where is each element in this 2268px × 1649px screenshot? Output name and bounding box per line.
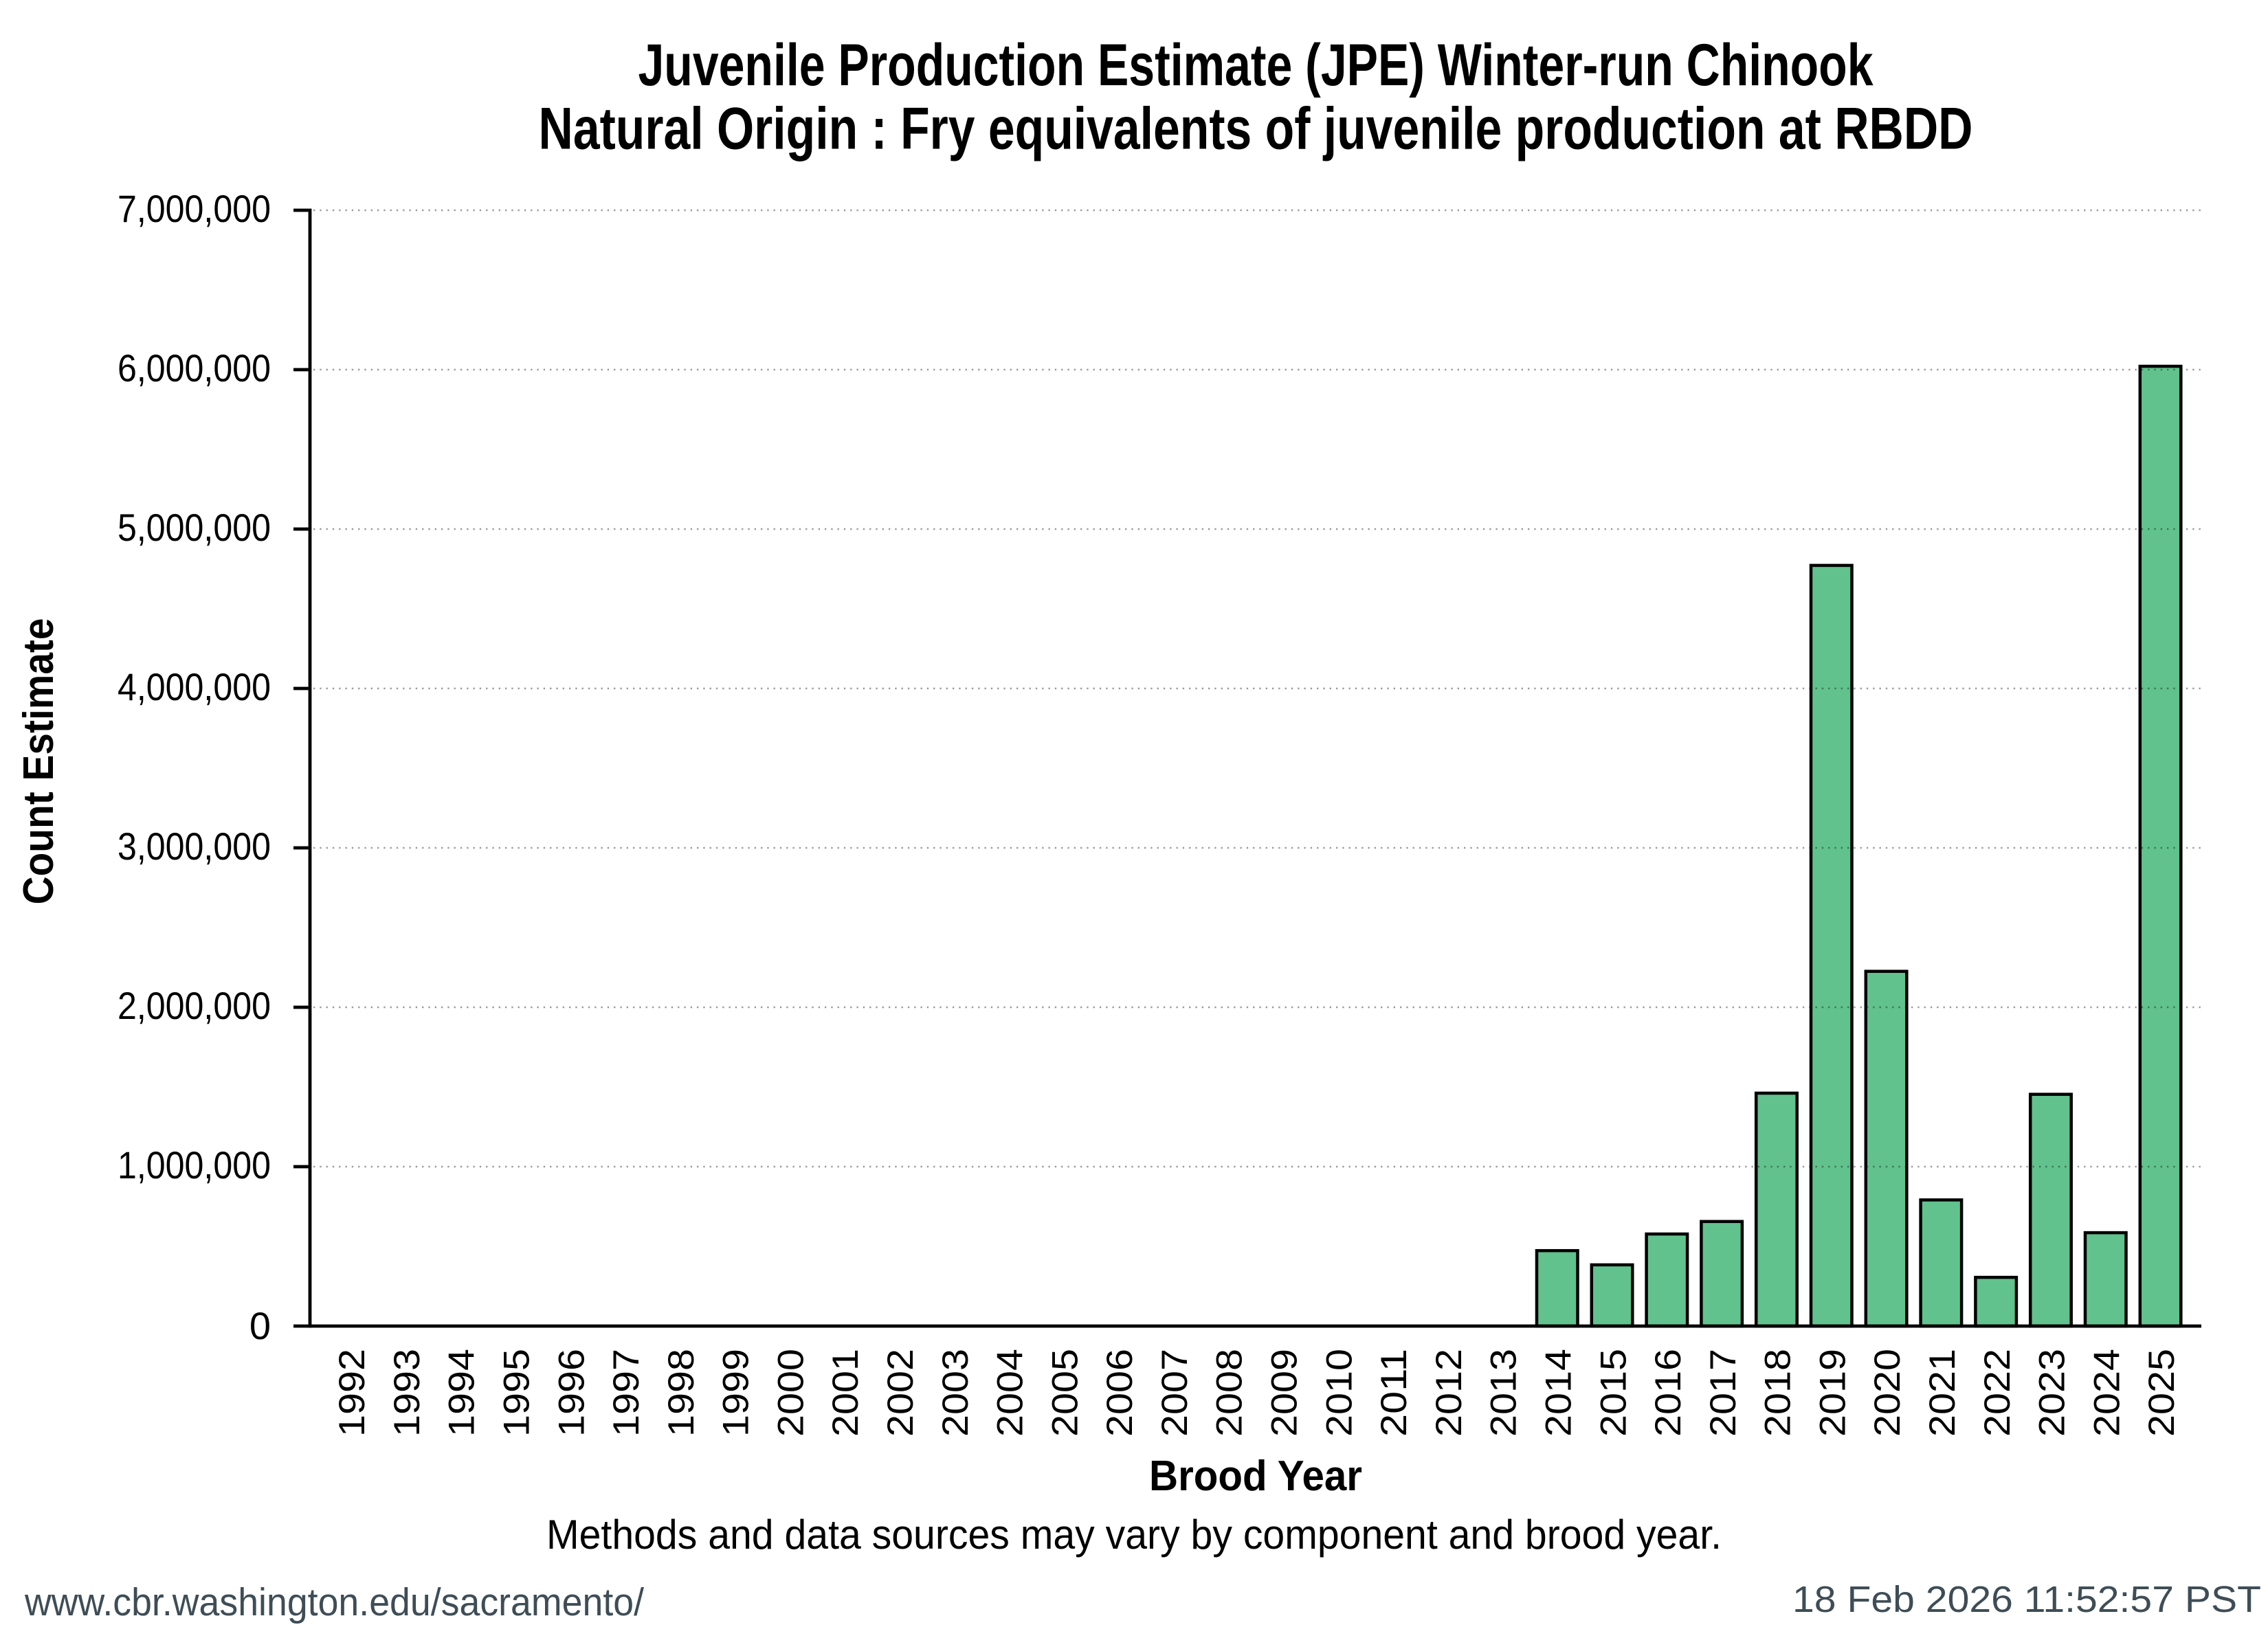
svg-text:1996: 1996	[551, 1349, 592, 1437]
svg-text:2005: 2005	[1045, 1349, 1085, 1437]
svg-text:Count Estimate: Count Estimate	[15, 618, 63, 905]
svg-text:3,000,000: 3,000,000	[118, 824, 271, 868]
svg-text:1995: 1995	[497, 1349, 537, 1437]
svg-text:2006: 2006	[1100, 1349, 1140, 1437]
svg-text:2007: 2007	[1155, 1349, 1195, 1437]
svg-text:5,000,000: 5,000,000	[118, 506, 271, 549]
svg-text:2018: 2018	[1758, 1349, 1799, 1437]
svg-text:1993: 1993	[387, 1349, 427, 1437]
svg-text:1998: 1998	[661, 1349, 702, 1437]
svg-text:2015: 2015	[1593, 1349, 1634, 1437]
svg-text:2002: 2002	[880, 1349, 921, 1437]
svg-text:1994: 1994	[442, 1349, 482, 1437]
svg-text:6,000,000: 6,000,000	[118, 346, 271, 390]
svg-text:Methods and data sources may v: Methods and data sources may vary by com…	[546, 1512, 1722, 1558]
svg-text:2025: 2025	[2142, 1349, 2182, 1437]
svg-text:1992: 1992	[332, 1349, 373, 1437]
svg-text:1999: 1999	[716, 1349, 757, 1437]
svg-text:2004: 2004	[990, 1349, 1031, 1437]
svg-text:2017: 2017	[1703, 1349, 1744, 1437]
svg-text:2,000,000: 2,000,000	[118, 984, 271, 1027]
svg-text:4,000,000: 4,000,000	[118, 665, 271, 708]
svg-text:2024: 2024	[2087, 1349, 2127, 1437]
svg-text:Juvenile Production Estimate (: Juvenile Production Estimate (JPE) Winte…	[638, 32, 1874, 98]
svg-text:1997: 1997	[606, 1349, 647, 1437]
svg-text:www.cbr.washington.edu/sacrame: www.cbr.washington.edu/sacramento/	[24, 1580, 644, 1624]
svg-text:Natural Origin : Fry equivalen: Natural Origin : Fry equivalents of juve…	[539, 96, 1973, 162]
svg-text:2021: 2021	[1922, 1349, 1963, 1437]
svg-text:0: 0	[249, 1304, 271, 1347]
svg-text:Brood Year: Brood Year	[1149, 1452, 1362, 1500]
svg-text:2009: 2009	[1265, 1349, 1305, 1437]
svg-text:2001: 2001	[825, 1349, 866, 1437]
svg-text:2022: 2022	[1977, 1349, 2018, 1437]
svg-text:2000: 2000	[770, 1349, 811, 1437]
svg-text:2020: 2020	[1867, 1349, 1908, 1437]
svg-text:2013: 2013	[1484, 1349, 1524, 1437]
svg-text:2011: 2011	[1374, 1349, 1414, 1437]
svg-text:18 Feb 2026 11:52:57 PST: 18 Feb 2026 11:52:57 PST	[1792, 1579, 2261, 1620]
svg-text:2003: 2003	[935, 1349, 976, 1437]
svg-text:2014: 2014	[1539, 1349, 1579, 1437]
svg-text:2019: 2019	[1812, 1349, 1853, 1437]
svg-text:1,000,000: 1,000,000	[118, 1143, 271, 1187]
svg-text:2008: 2008	[1210, 1349, 1250, 1437]
svg-text:2010: 2010	[1319, 1349, 1359, 1437]
svg-text:7,000,000: 7,000,000	[118, 187, 271, 230]
svg-text:2016: 2016	[1648, 1349, 1689, 1437]
svg-text:2012: 2012	[1429, 1349, 1469, 1437]
svg-text:2023: 2023	[2032, 1349, 2073, 1437]
